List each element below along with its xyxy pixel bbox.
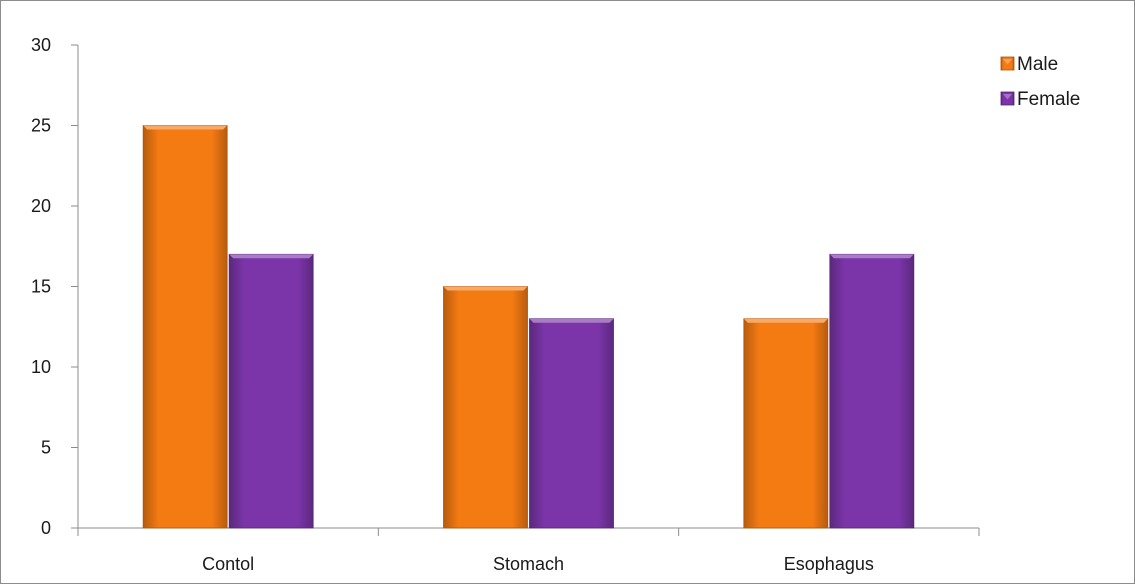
legend: Male Female bbox=[1000, 54, 1080, 110]
bars bbox=[142, 125, 915, 529]
legend-label-male: Male bbox=[1017, 54, 1058, 75]
bar-top-highlight bbox=[529, 318, 614, 323]
x-tick-label-stomach: Stomach bbox=[493, 554, 564, 574]
y-tick-label: 20 bbox=[31, 196, 51, 216]
y-tick-label: 15 bbox=[31, 277, 51, 297]
bar-top-highlight bbox=[743, 318, 828, 323]
legend-label-female: Female bbox=[1017, 89, 1080, 110]
bar-contol-male bbox=[142, 125, 228, 529]
bar-esophagus-male bbox=[743, 318, 829, 529]
bar-top-highlight bbox=[443, 286, 528, 291]
legend-swatch-highlight bbox=[1003, 59, 1012, 65]
bar-esophagus-female bbox=[829, 253, 915, 529]
axes: 0 5 10 15 20 25 30 Contol Stomach Esophagus bbox=[31, 35, 980, 574]
legend-swatch-highlight bbox=[1003, 94, 1012, 100]
y-tick-label: 0 bbox=[41, 518, 51, 538]
x-tick-label-contol: Contol bbox=[202, 554, 254, 574]
bar-stomach-male bbox=[443, 286, 528, 529]
bar-top-highlight bbox=[229, 254, 314, 259]
y-tick-label: 25 bbox=[31, 116, 51, 136]
y-tick-label: 30 bbox=[31, 35, 51, 55]
y-tick-label: 5 bbox=[41, 438, 51, 458]
bar-top-highlight bbox=[143, 125, 228, 130]
y-tick-label: 10 bbox=[31, 357, 51, 377]
x-tick-label-esophagus: Esophagus bbox=[784, 554, 874, 574]
bar-stomach-female bbox=[529, 318, 614, 529]
bar-contol-female bbox=[228, 253, 314, 529]
bar-top-highlight bbox=[829, 254, 914, 259]
